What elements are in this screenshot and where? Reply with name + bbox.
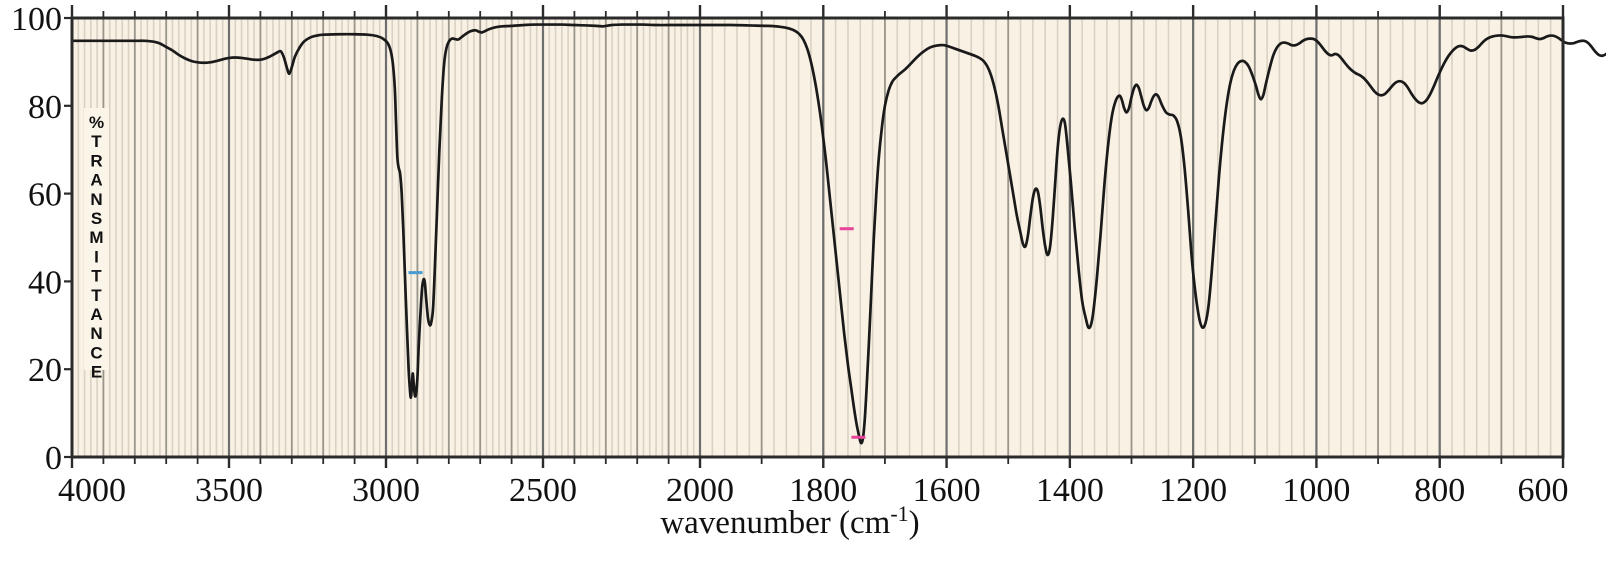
y-tick-label: 80 (28, 89, 62, 126)
x-tick-label: 1600 (913, 472, 981, 509)
y-tick-label: 20 (28, 352, 62, 389)
x-axis-title: wavenumber (cm-1) (660, 501, 919, 541)
y-axis-title-char: % (89, 113, 104, 132)
peak-marker-ticks (408, 227, 866, 439)
y-axis-title-char: I (94, 247, 99, 266)
plot-background (72, 18, 1563, 457)
x-tick-label: 1800 (789, 472, 857, 509)
y-axis-label-strip (84, 108, 109, 370)
x-tick-label: 3500 (195, 472, 263, 509)
y-axis-title-char: A (90, 305, 102, 324)
x-tick-label: 1000 (1282, 472, 1350, 509)
y-tick-labels: 0 20 40 60 80 100 (11, 1, 62, 477)
x-tick-label: 3000 (352, 472, 420, 509)
x-tick-label: 600 (1518, 472, 1569, 509)
x-tick-label: 4000 (58, 472, 126, 509)
y-axis-title-char: S (91, 209, 102, 228)
x-tick-label: 800 (1414, 472, 1465, 509)
x-tick-label: 1400 (1036, 472, 1104, 509)
x-tick-labels: 4000 3500 3000 2500 2000 1800 1600 1400 1200 1000… (58, 472, 1569, 509)
y-axis-title-char: M (89, 228, 103, 247)
y-axis-title-char: E (91, 363, 102, 382)
y-tick-label: 40 (28, 264, 62, 301)
y-axis-title-char: T (91, 267, 102, 286)
major-gridlines (71, 18, 1564, 457)
spectrum-curve (70, 23, 1606, 445)
y-axis-title-char: N (90, 190, 102, 209)
y-tick-label: 60 (28, 177, 62, 214)
y-axis-title-char: A (90, 171, 102, 190)
y-axis-title-char: R (90, 151, 102, 170)
plot-frame (70, 16, 1565, 459)
x-tick-label: 2000 (666, 472, 734, 509)
y-axis-title-char: N (90, 324, 102, 343)
y-tick-label: 0 (45, 440, 62, 477)
x-tick-label: 1200 (1159, 472, 1227, 509)
x-tick-label: 2500 (509, 472, 577, 509)
y-axis-title-char: T (91, 286, 102, 305)
axis-tick-marks (64, 5, 1565, 468)
y-axis-title-char: C (90, 343, 102, 362)
y-axis-title-char: T (91, 132, 102, 151)
minor-gridlines (71, 18, 1564, 457)
y-tick-label: 100 (11, 1, 62, 38)
